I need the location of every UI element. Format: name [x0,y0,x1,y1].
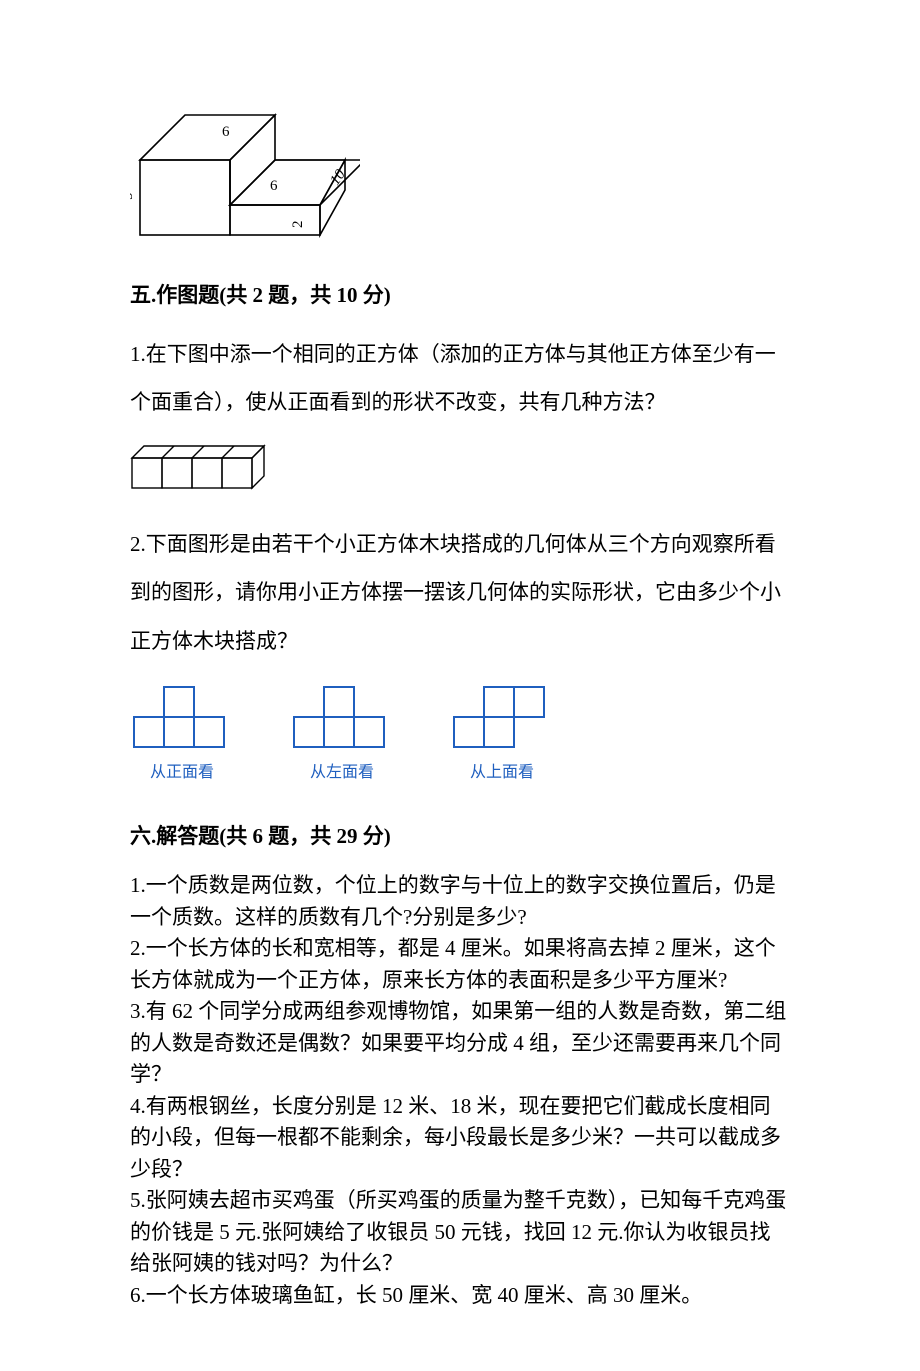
label-front-6: 6 [270,178,278,194]
view-top-label: 从上面看 [470,761,534,785]
view-top: 从上面看 [450,683,554,785]
stepped-solid-svg: 6 5 6 10 2 [130,100,360,250]
section5-q2: 2.下面图形是由若干个小正方体木块搭成的几何体从三个方向观察所看到的图形，请你用… [130,520,790,665]
section6-q1: 1.一个质数是两位数，个位上的数字与十位上的数字交换位置后，仍是一个质数。这样的… [130,870,790,933]
stepped-solid-figure: 6 5 6 10 2 [130,100,790,250]
view-front-label: 从正面看 [150,761,214,785]
view-left-label: 从左面看 [310,761,374,785]
label-top-6: 6 [222,124,230,140]
cubes-row-figure [130,444,790,490]
section6-q5: 5.张阿姨去超市买鸡蛋（所买鸡蛋的质量为整千克数），已知每千克鸡蛋的价钱是 5 … [130,1185,790,1280]
label-left-5: 5 [130,193,136,201]
view-front: 从正面看 [130,683,234,785]
section5-q1: 1.在下图中添一个相同的正方体（添加的正方体与其他正方体至少有一个面重合），使从… [130,330,790,427]
view-left: 从左面看 [290,683,394,785]
label-h-2: 2 [290,221,306,229]
section6-q6: 6.一个长方体玻璃鱼缸，长 50 厘米、宽 40 厘米、高 30 厘米。 [130,1280,790,1312]
views-row: 从正面看 从左面看 从上面看 [130,683,790,785]
section6-heading: 六.解答题(共 6 题，共 29 分) [130,821,790,853]
cubes-row-svg [130,444,290,490]
section6-q2: 2.一个长方体的长和宽相等，都是 4 厘米。如果将高去掉 2 厘米，这个长方体就… [130,933,790,996]
section6-q3: 3.有 62 个同学分成两组参观博物馆，如果第一组的人数是奇数，第二组的人数是奇… [130,996,790,1091]
section6-q4: 4.有两根钢丝，长度分别是 12 米、18 米，现在要把它们截成长度相同的小段，… [130,1091,790,1186]
section5-heading: 五.作图题(共 2 题，共 10 分) [130,280,790,312]
